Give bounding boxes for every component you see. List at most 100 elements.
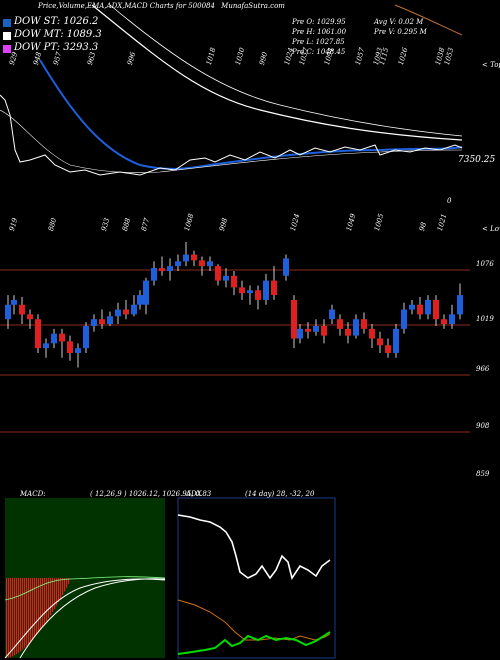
candle-down: [231, 275, 237, 288]
stat-prev-high: Pre H: 1061.00: [292, 28, 347, 36]
candle-up: [75, 348, 81, 353]
legend-swatch-st: [3, 19, 11, 27]
candle-down: [123, 309, 129, 315]
macd-histogram-bar: [64, 578, 66, 592]
candle-up: [409, 304, 415, 310]
macd-histogram-bar: [44, 578, 46, 625]
macd-histogram-bar: [38, 578, 40, 633]
candle-down: [417, 304, 423, 315]
ema-slow-line-2: [109, 4, 463, 137]
candle-up: [425, 299, 431, 315]
candle-up: [167, 266, 173, 271]
macd-histogram-bar: [28, 578, 30, 644]
site-name: MunafaSutra.com: [221, 2, 285, 10]
lows-label: < Lows: [482, 225, 500, 233]
ema-long-line: [394, 4, 463, 36]
macd-histogram-bar: [12, 578, 14, 657]
stat-prev-volume: Pre V: 0.295 M: [374, 28, 427, 36]
adx-panel-bg: [177, 497, 336, 659]
macd-histogram-bar: [50, 578, 52, 616]
macd-histogram-bar: [56, 578, 58, 606]
macd-histogram-bar: [34, 578, 36, 638]
price-axis-label: 908: [476, 422, 490, 430]
macd-histogram-bar: [58, 578, 60, 603]
macd-histogram-bar: [68, 578, 70, 584]
candle-up: [283, 258, 289, 276]
candle-up: [143, 280, 149, 305]
candle-down: [67, 341, 73, 353]
macd-histogram-bar: [18, 578, 20, 653]
candle-down: [19, 304, 25, 315]
candle-down: [215, 266, 221, 281]
candle-down: [99, 319, 105, 325]
macd-histogram-bar: [62, 578, 64, 596]
macd-histogram-bar: [30, 578, 32, 642]
chart-title-text: Price,Volume,EMA,ADX,MACD Charts for 500…: [38, 2, 215, 10]
candle-up: [137, 295, 143, 305]
price-axis-label: 1076: [476, 260, 494, 268]
candle-down: [239, 287, 245, 294]
legend-dow-pt: DOW PT: 3293.3: [14, 42, 99, 53]
candle-up: [43, 343, 49, 349]
candle-down: [377, 338, 383, 346]
candle-down: [271, 280, 277, 296]
stat-avg-volume: Avg V: 0.02 M: [374, 18, 424, 26]
ema-value-label: 7350.25: [458, 155, 496, 165]
macd-histogram-bar: [42, 578, 44, 627]
macd-zero-trend: [4, 576, 166, 601]
macd-title: MACD:: [20, 490, 46, 498]
stat-prev-open: Pre O: 1029.95: [292, 18, 346, 26]
candle-down: [255, 290, 261, 300]
macd-histogram-bar: [46, 578, 48, 622]
adx-plus-di-line: [177, 631, 331, 655]
candle-up: [457, 295, 463, 315]
candle-down: [305, 328, 311, 332]
candle-up: [313, 325, 319, 332]
macd-histogram-bar: [24, 578, 26, 648]
candle-down: [361, 319, 367, 329]
ema-slow-line: [91, 4, 463, 141]
ema-mid-line: [0, 109, 463, 174]
legend-dow-mt: DOW MT: 1089.3: [14, 29, 102, 40]
candle-up: [393, 328, 399, 353]
candle-up: [401, 309, 407, 329]
macd-histogram-bar: [16, 578, 18, 654]
candle-down: [59, 333, 65, 342]
macd-histogram-bar: [26, 578, 28, 646]
macd-histogram-bar: [40, 578, 42, 630]
candle-up: [297, 328, 303, 339]
zero-label: 0: [447, 197, 452, 205]
candle-up: [183, 254, 189, 262]
stat-prev-low: Pre L: 1027.85: [292, 38, 345, 46]
candle-down: [159, 268, 165, 271]
candle-up: [5, 304, 11, 320]
price-axis-label: 1019: [476, 315, 494, 323]
candle-up: [11, 299, 17, 305]
macd-histogram-bar: [48, 578, 50, 619]
candle-up: [207, 261, 213, 267]
macd-histogram-bar: [52, 578, 54, 613]
candle-down: [35, 319, 41, 349]
candle-up: [353, 319, 359, 336]
macd-histogram-bar: [8, 578, 10, 658]
candle-up: [223, 275, 229, 281]
candle-down: [433, 299, 439, 320]
candle-up: [107, 316, 113, 325]
candle-down: [191, 254, 197, 261]
legend-swatch-mt: [3, 32, 11, 40]
legend-dow-st: DOW ST: 1026.2: [14, 16, 99, 27]
candle-down: [321, 325, 327, 336]
candle-down: [385, 345, 391, 353]
macd-histogram-bar: [60, 578, 62, 599]
adx-title: ADX: [186, 490, 202, 498]
candle-up: [329, 309, 335, 320]
price-close-line: [0, 94, 463, 176]
chart-title: Price,Volume,EMA,ADX,MACD Charts for 500…: [38, 2, 285, 10]
macd-histogram-bar: [22, 578, 24, 650]
candle-up: [131, 304, 137, 315]
legend-swatch-pt: [3, 45, 11, 53]
ema-fast-line: [39, 59, 463, 170]
macd-histogram-bar: [36, 578, 38, 635]
